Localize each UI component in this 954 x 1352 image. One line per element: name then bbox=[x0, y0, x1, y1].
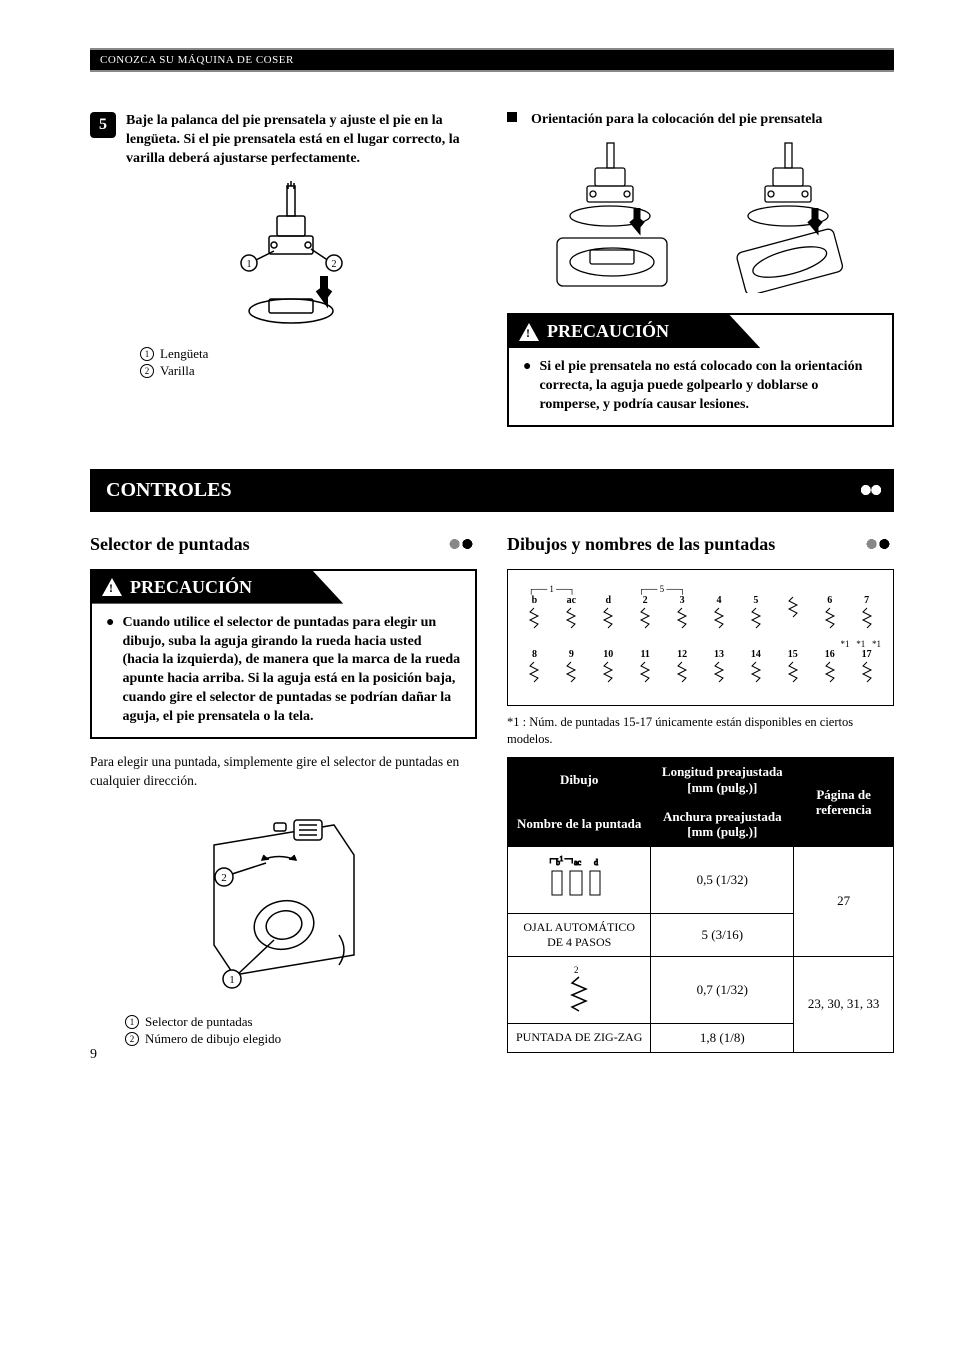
svg-text:d: d bbox=[594, 858, 598, 867]
legend-1: 1 Lengüeta 2 Varilla bbox=[140, 346, 477, 379]
orientation-figures bbox=[507, 138, 894, 293]
stitch-cell: 16 bbox=[811, 649, 848, 687]
svg-text:1: 1 bbox=[229, 974, 235, 986]
subhead-selector: Selector de puntadas bbox=[90, 534, 477, 555]
selector-paragraph: Para elegir una puntada, simplemente gir… bbox=[90, 753, 477, 791]
page-number: 9 bbox=[90, 1047, 97, 1063]
r2-anch: 1,8 (1/8) bbox=[651, 1023, 794, 1052]
svg-text:2: 2 bbox=[221, 872, 227, 884]
stitch-cell: 5 bbox=[737, 595, 774, 633]
orientation-title: Orientación para la colocación del pie p… bbox=[531, 112, 822, 128]
stitch-cell: 7 bbox=[848, 595, 885, 633]
th-anch: Anchura preajustada [mm (pulg.)] bbox=[651, 802, 794, 846]
th-nombre: Nombre de la puntada bbox=[508, 802, 651, 846]
r2-long: 0,7 (1/32) bbox=[651, 956, 794, 1023]
stitch-cell: 8 bbox=[516, 649, 553, 687]
legend-2: 1 Selector de puntadas 2 Número de dibujo … bbox=[125, 1014, 477, 1047]
left-column: 5 Baje la palanca del pie prensatela y a… bbox=[90, 112, 477, 441]
warning-triangle-icon bbox=[519, 323, 539, 341]
orientation-heading: Orientación para la colocación del pie p… bbox=[507, 112, 894, 128]
circle-2-icon: 2 bbox=[125, 1032, 139, 1046]
page-header: CONOZCA SU MÁQUINA DE COSER bbox=[90, 48, 894, 72]
caution-box-1: PRECAUCIÓN Si el pie prensatela no está … bbox=[507, 313, 894, 427]
stitch-cell: b bbox=[516, 595, 553, 633]
presser-foot-svg: 1 2 bbox=[199, 181, 369, 331]
caution-text-2: Cuando utilice el selector de puntadas p… bbox=[106, 614, 461, 727]
r1-name: OJAL AUTOMÁTICO DE 4 PASOS bbox=[508, 913, 651, 956]
step-number-badge: 5 bbox=[90, 112, 116, 138]
stitch-row-bottom: 891011121314151617 bbox=[516, 649, 885, 687]
stitch-cell: 15 bbox=[774, 649, 811, 687]
stitch-cell: 3 bbox=[664, 595, 701, 633]
caution-box-2: PRECAUCIÓN Cuando utilice el selector de… bbox=[90, 569, 477, 739]
stitch-cell: 17 bbox=[848, 649, 885, 687]
th-pag: Página de referencia bbox=[794, 758, 894, 846]
section-controles: CONTROLES bbox=[90, 469, 894, 512]
th-long: Longitud preajustada [mm (pulg.)] bbox=[651, 758, 794, 802]
stitch-cell: 2 bbox=[627, 595, 664, 633]
r1-anch: 5 (3/16) bbox=[651, 913, 794, 956]
stitch-cell bbox=[774, 595, 811, 633]
svg-text:2: 2 bbox=[331, 259, 336, 270]
r1-pag: 27 bbox=[794, 846, 894, 956]
caution-header-1: PRECAUCIÓN bbox=[509, 315, 815, 348]
svg-text:ac: ac bbox=[574, 858, 582, 867]
stitch-cell: d bbox=[590, 595, 627, 633]
left-lower-column: Selector de puntadas PRECAUCIÓN Cuando u… bbox=[90, 534, 477, 1053]
orient-fig-left bbox=[527, 138, 697, 293]
circle-1-icon: 1 bbox=[140, 347, 154, 361]
stitch-cell: 6 bbox=[811, 595, 848, 633]
svg-text:1: 1 bbox=[246, 259, 251, 270]
legend-1a: Lengüeta bbox=[160, 346, 208, 362]
svg-text:┌─ 1 ─┐: ┌─ 1 ─┐ bbox=[548, 855, 575, 863]
legend-1b: Varilla bbox=[160, 363, 195, 379]
legend-2b: Número de dibujo elegido bbox=[145, 1031, 281, 1047]
r2-pag: 23, 30, 31, 33 bbox=[794, 956, 894, 1052]
circle-1-icon: 1 bbox=[125, 1015, 139, 1029]
stitch-cell: 4 bbox=[701, 595, 738, 633]
selector-diagram: 2 1 bbox=[90, 805, 477, 1000]
legend-2a: Selector de puntadas bbox=[145, 1014, 253, 1030]
footnote: *1 : Núm. de puntadas 15-17 únicamente e… bbox=[507, 714, 894, 748]
orient-fig-right bbox=[705, 138, 875, 293]
right-lower-column: Dibujos y nombres de las puntadas ┌── 1 … bbox=[507, 534, 894, 1053]
caution-label-1: PRECAUCIÓN bbox=[547, 321, 669, 342]
caution-label-2: PRECAUCIÓN bbox=[130, 577, 252, 598]
stitch-pattern-panel: ┌── 1 ──┐ ┌── 5 ──┐ bacd234567 *1 *1 *1 … bbox=[507, 569, 894, 706]
stitch-cell: ac bbox=[553, 595, 590, 633]
r1-long: 0,5 (1/32) bbox=[651, 846, 794, 913]
square-bullet-icon bbox=[507, 112, 517, 122]
caution-text-1: Si el pie prensatela no está colocado co… bbox=[523, 358, 878, 415]
r2-dibujo: 2 bbox=[508, 956, 651, 1023]
stitch-cell: 12 bbox=[664, 649, 701, 687]
step-text: Baje la palanca del pie prensatela y aju… bbox=[126, 112, 477, 169]
warning-triangle-icon bbox=[102, 578, 122, 596]
stitch-cell: 9 bbox=[553, 649, 590, 687]
step-5: 5 Baje la palanca del pie prensatela y a… bbox=[90, 112, 477, 169]
subhead-dibujos: Dibujos y nombres de las puntadas bbox=[507, 534, 894, 555]
stitch-cell: 14 bbox=[737, 649, 774, 687]
svg-text:2: 2 bbox=[574, 965, 579, 975]
r2-name: PUNTADA DE ZIG-ZAG bbox=[508, 1023, 651, 1052]
selector-svg: 2 1 bbox=[184, 805, 384, 995]
r1-dibujo: bacd┌─ 1 ─┐ bbox=[508, 846, 651, 913]
stitch-cell: 11 bbox=[627, 649, 664, 687]
stitch-table: Dibujo Longitud preajustada [mm (pulg.)]… bbox=[507, 757, 894, 1052]
th-dibujo: Dibujo bbox=[508, 758, 651, 802]
stitch-row-top: bacd234567 bbox=[516, 595, 885, 633]
presser-foot-diagram: 1 2 bbox=[90, 181, 477, 336]
circle-2-icon: 2 bbox=[140, 364, 154, 378]
right-column-top: Orientación para la colocación del pie p… bbox=[507, 112, 894, 441]
caution-header-2: PRECAUCIÓN bbox=[92, 571, 398, 604]
stitch-cell: 10 bbox=[590, 649, 627, 687]
stitch-cell: 13 bbox=[701, 649, 738, 687]
